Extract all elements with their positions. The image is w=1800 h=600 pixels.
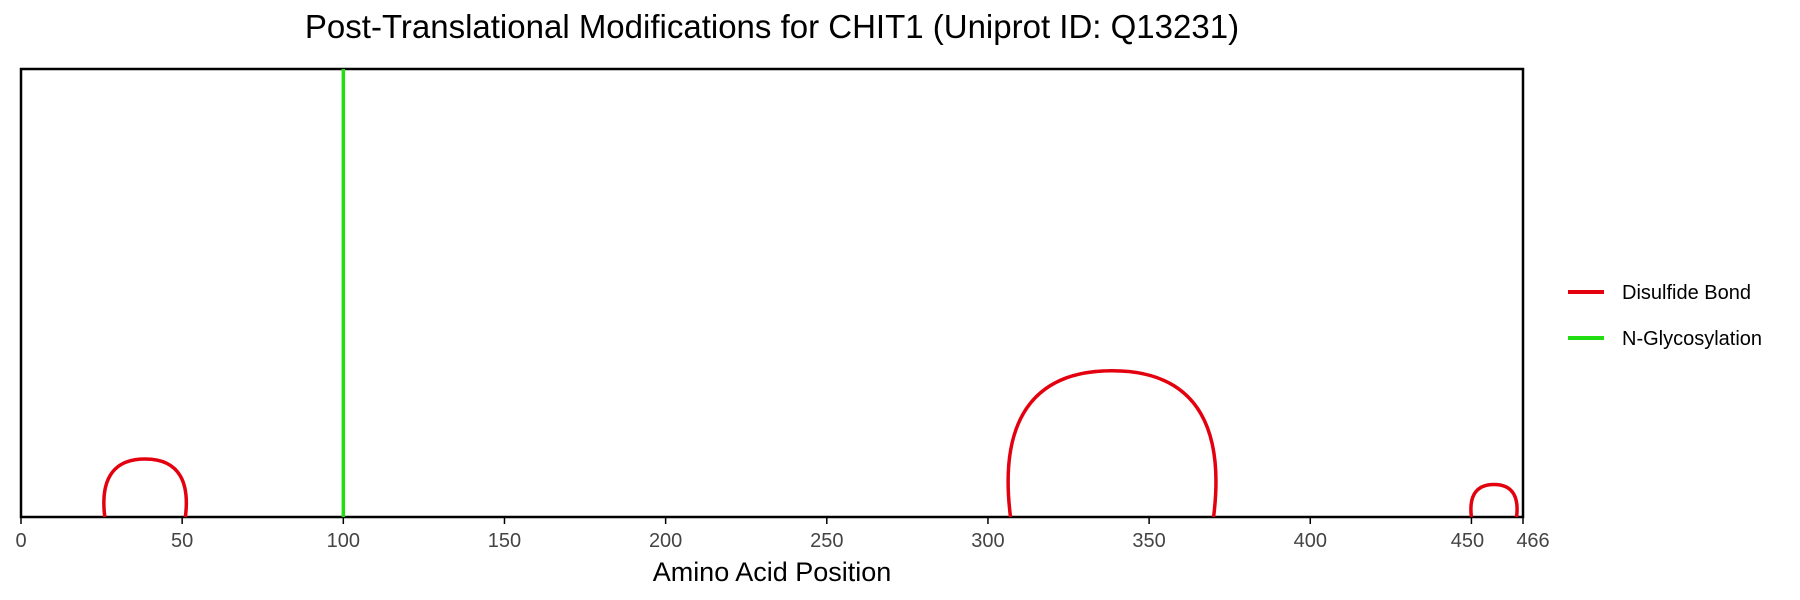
x-tick-label: 400 — [1294, 530, 1327, 552]
disulfide-bond-arc — [102, 457, 188, 518]
legend-label: N-Glycosylation — [1622, 328, 1762, 350]
plot-frame — [19, 67, 1525, 519]
x-tick-label: 150 — [488, 530, 521, 552]
x-tick-label: 0 — [15, 530, 26, 552]
legend-label: Disulfide Bond — [1622, 282, 1751, 304]
x-tick-label: 466 — [1516, 530, 1549, 552]
x-tick-label: 250 — [810, 530, 843, 552]
x-tick-label: 200 — [649, 530, 682, 552]
x-tick-label: 100 — [327, 530, 360, 552]
legend: Disulfide Bond N-Glycosylation — [1568, 282, 1762, 350]
marks-layer — [102, 69, 1519, 518]
x-tick-label: 50 — [171, 530, 193, 552]
x-axis-ticks: 0 50 100 150 200 250 300 350 400 450 466 — [15, 517, 1550, 552]
x-axis-label: Amino Acid Position — [653, 557, 892, 587]
x-tick-label: 350 — [1132, 530, 1165, 552]
disulfide-bond-arc — [1006, 369, 1218, 518]
disulfide-bond-arc — [1469, 482, 1519, 518]
chart-title: Post-Translational Modifications for CHI… — [305, 8, 1239, 45]
x-tick-label: 450 — [1451, 530, 1484, 552]
x-tick-label: 300 — [971, 530, 1004, 552]
